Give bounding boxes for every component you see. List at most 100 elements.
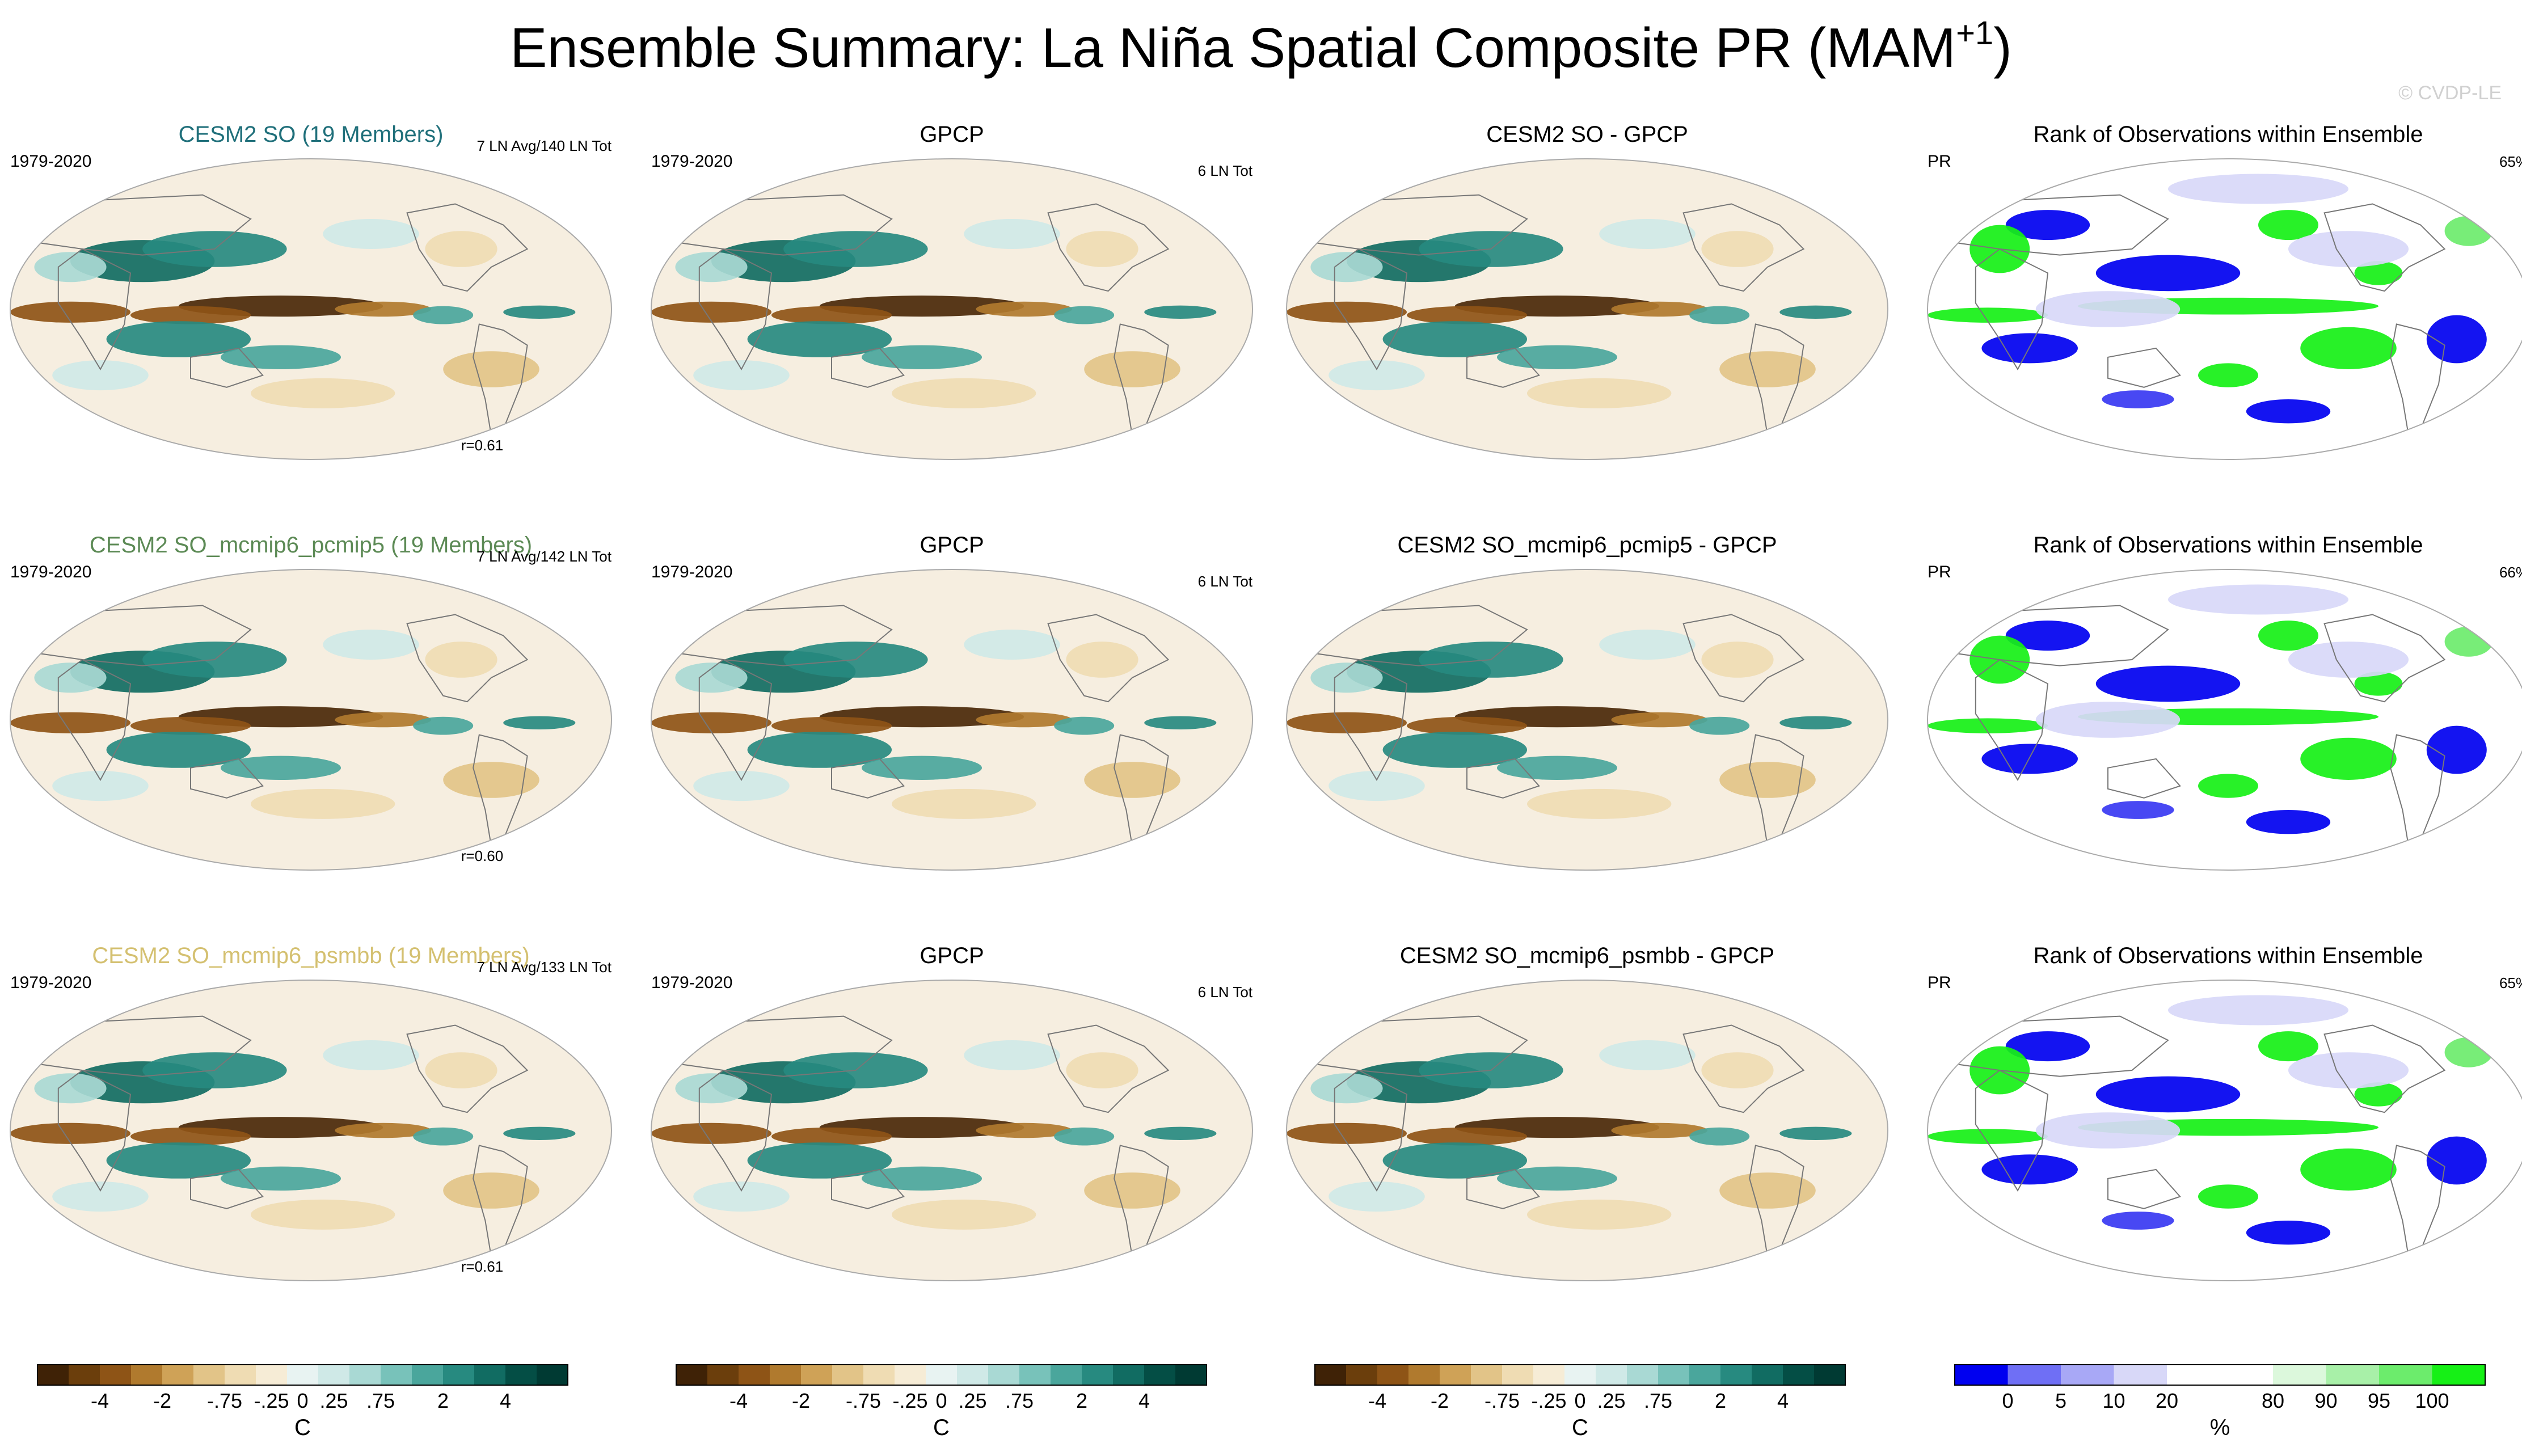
- field-blob: [976, 1122, 1072, 1138]
- percent-label: 66%: [2499, 564, 2522, 581]
- field-blob: [2095, 1076, 2241, 1113]
- colorbar-swatch: [1408, 1365, 1440, 1385]
- field-blob: [693, 360, 790, 391]
- coastline: [27, 1015, 252, 1077]
- field-blob: [221, 345, 341, 369]
- panel-diff: CESM2 SO - GPCP: [1286, 122, 1888, 460]
- field-blob: [2426, 725, 2487, 774]
- field-blob: [1689, 1127, 1750, 1146]
- colorbar-swatch: [225, 1365, 256, 1385]
- coastline: [1047, 1024, 1170, 1113]
- panel-title: GPCP: [920, 122, 984, 147]
- field-blob: [1981, 333, 2078, 364]
- coastline: [698, 659, 773, 782]
- colorbar-swatch: [2061, 1365, 2114, 1385]
- map-field: [1287, 1015, 1852, 1258]
- field-blob: [443, 1172, 539, 1209]
- field-blob: [413, 1127, 474, 1146]
- field-blob: [1497, 345, 1617, 369]
- event-count: 7 LN Avg/140 LN Tot: [476, 137, 611, 154]
- colorbar-swatch: [162, 1365, 194, 1385]
- field-blob: [2035, 291, 2181, 327]
- field-blob: [2354, 261, 2403, 285]
- panel-obs: GPCP 1979-2020 6 LN Tot: [651, 533, 1253, 871]
- field-blob: [2246, 810, 2331, 834]
- field-blob: [693, 771, 790, 801]
- colorbar-2: -4 -2 -.75 -.25 0 .25 .75 2 4 C: [676, 1364, 1207, 1440]
- field-blob: [1329, 360, 1425, 391]
- colorbar-swatch: [863, 1365, 895, 1385]
- field-blob: [747, 321, 892, 357]
- colorbar-swatch: [412, 1365, 444, 1385]
- field-blob: [425, 1052, 497, 1088]
- field-blob: [1144, 716, 1217, 729]
- percent-label: 65%: [2499, 974, 2522, 991]
- field-blob: [52, 771, 149, 801]
- colorbar-units: C: [294, 1415, 311, 1440]
- field-blob: [323, 1040, 419, 1070]
- colorbar-swatch: [256, 1365, 288, 1385]
- field-blob: [964, 219, 1060, 249]
- coastline: [831, 758, 905, 799]
- colorbar-tick-label: 2: [1076, 1389, 1087, 1412]
- coastline: [57, 248, 132, 371]
- field-blob: [1054, 716, 1115, 735]
- panel-row-1: CESM2 SO (19 Members) 1979-2020 7 LN Avg/1…: [10, 122, 2522, 460]
- colorbar-swatch: [1955, 1365, 2008, 1385]
- colorbar-swatch: [474, 1365, 506, 1385]
- field-blob: [251, 1199, 395, 1230]
- field-blob: [2035, 702, 2181, 738]
- map-field: [1287, 605, 1852, 847]
- coastline: [1945, 194, 2169, 256]
- coastline: [1304, 605, 1528, 666]
- field-blob: [1701, 642, 1774, 678]
- coastline: [668, 1015, 893, 1077]
- field-blob: [251, 788, 395, 819]
- field-blob: [771, 1127, 892, 1146]
- field-blob: [503, 305, 576, 319]
- colorbar-tick-label: 80: [2262, 1389, 2284, 1412]
- colorbar-tick-label: -.75: [1484, 1389, 1520, 1412]
- field-blob: [1144, 305, 1217, 319]
- event-count: 6 LN Tot: [1198, 162, 1253, 179]
- colorbar-swatch: [1533, 1365, 1565, 1385]
- coastline: [2323, 203, 2446, 292]
- map-border: [1927, 980, 2522, 1281]
- field-blob: [1928, 718, 2048, 733]
- coastline: [27, 194, 252, 256]
- colorbar-tick-label: .75: [1644, 1389, 1672, 1412]
- colorbar-swatch: [1564, 1365, 1596, 1385]
- field-blob: [2354, 672, 2403, 696]
- field-blob: [2300, 1148, 2397, 1191]
- colorbar-tick-label: -2: [1431, 1389, 1449, 1412]
- panel-title: CESM2 SO_mcmip6_psmbb (19 Members): [92, 943, 529, 968]
- figure-title: Ensemble Summary: La Niña Spatial Compos…: [510, 15, 2012, 79]
- colorbar-swatch: [676, 1365, 708, 1385]
- colorbar-swatch: [739, 1365, 770, 1385]
- field-blob: [2246, 399, 2331, 424]
- coastline: [1334, 248, 1408, 371]
- coastline: [2107, 1168, 2181, 1209]
- coastline: [190, 347, 264, 388]
- field-blob: [1527, 378, 1672, 408]
- field-blob: [1779, 716, 1852, 729]
- pattern-correlation: r=0.61: [461, 437, 503, 454]
- colorbar-swatch: [1783, 1365, 1815, 1385]
- colorbar-swatch: [443, 1365, 475, 1385]
- field-blob: [976, 712, 1072, 728]
- field-blob: [651, 712, 771, 733]
- colorbar-swatch: [100, 1365, 132, 1385]
- field-blob: [1928, 1129, 2048, 1144]
- colorbar-swatch: [2008, 1365, 2061, 1385]
- coastline: [406, 1024, 529, 1113]
- field-blob: [413, 306, 474, 324]
- field-blob: [1054, 306, 1115, 324]
- event-count: 6 LN Tot: [1198, 573, 1253, 590]
- field-blob: [2258, 621, 2318, 651]
- field-blob: [2426, 315, 2487, 364]
- field-blob: [1287, 301, 1407, 323]
- colorbar-swatch: [1144, 1365, 1176, 1385]
- coastline: [1304, 194, 1528, 256]
- field-blob: [2426, 1136, 2487, 1185]
- field-blob: [1407, 716, 1527, 735]
